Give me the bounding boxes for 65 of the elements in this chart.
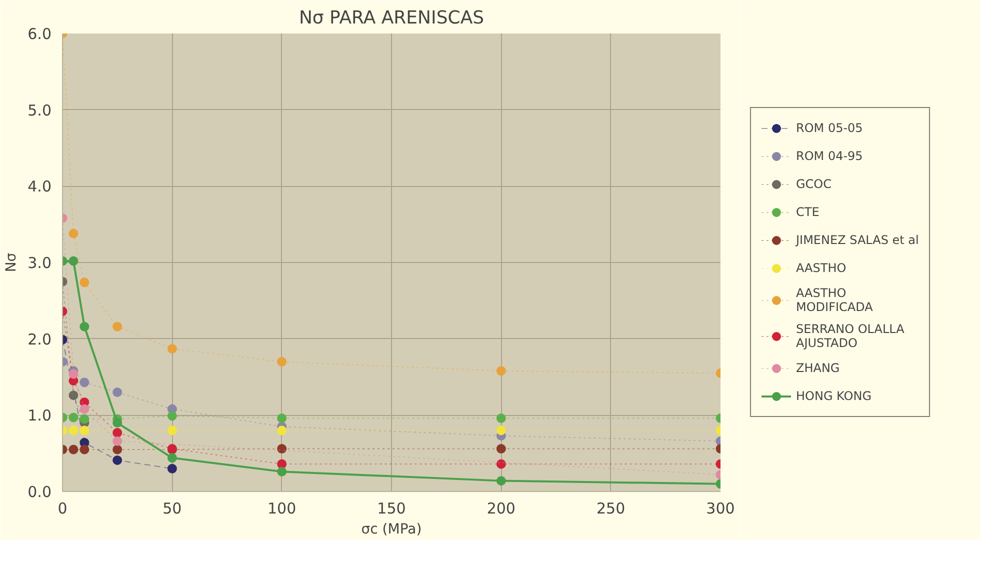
y-tick-label: 6.0	[28, 25, 52, 43]
legend-label: AASTHO	[796, 261, 846, 275]
point	[496, 366, 506, 376]
point	[68, 256, 78, 266]
point	[68, 444, 78, 454]
x-tick-label: 200	[486, 500, 516, 518]
point	[496, 426, 506, 436]
x-tick-label: 50	[162, 500, 182, 518]
y-tick-label: 4.0	[28, 178, 52, 196]
point	[167, 426, 177, 436]
point	[68, 426, 78, 436]
x-tick-label: 100	[268, 500, 296, 518]
y-tick-label: 0.0	[28, 483, 52, 501]
point	[167, 453, 177, 463]
legend-label: AASTHO MODIFICADA	[796, 286, 873, 314]
point	[112, 322, 122, 332]
y-tick-label: 3.0	[28, 254, 52, 272]
point	[167, 344, 177, 354]
point	[68, 412, 78, 422]
point	[80, 414, 90, 424]
point	[496, 413, 506, 423]
point	[112, 388, 122, 398]
point	[112, 428, 122, 438]
x-tick-label: 150	[377, 500, 406, 518]
point	[80, 322, 90, 332]
y-tick-label: 2.0	[28, 330, 52, 348]
point	[112, 436, 122, 446]
point	[68, 228, 78, 238]
legend-label: GCOC	[796, 177, 832, 191]
point	[167, 411, 177, 421]
point	[496, 444, 506, 454]
y-tick-label: 5.0	[28, 101, 52, 120]
point	[496, 459, 506, 469]
point	[112, 444, 122, 454]
y-axis-title: Nσ	[4, 252, 20, 272]
x-tick-label: 250	[596, 500, 626, 518]
point	[277, 356, 287, 366]
x-axis-title: σc (MPa)	[361, 522, 422, 538]
point	[112, 455, 122, 465]
legend-label: HONG KONG	[796, 389, 872, 403]
x-tick-label: 300	[706, 500, 735, 518]
point	[80, 378, 90, 388]
legend-label: ROM 05-05	[796, 121, 863, 135]
point	[277, 444, 287, 454]
y-tick-label: 1.0	[28, 406, 52, 425]
chart-title: Nσ PARA ARENISCAS	[298, 8, 484, 28]
legend-label: SERRANO OLALLA AJUSTADO	[796, 322, 904, 350]
point	[277, 426, 287, 436]
point	[277, 413, 287, 423]
point	[80, 426, 90, 436]
legend-label: CTE	[796, 205, 820, 219]
point	[68, 390, 78, 400]
point	[277, 459, 287, 469]
legend-label: ROM 04-95	[796, 149, 863, 163]
x-tick-label: 0	[58, 500, 68, 518]
point	[80, 404, 90, 414]
point	[80, 278, 90, 288]
point	[112, 418, 122, 428]
point	[68, 369, 78, 379]
legend-label: JIMENEZ SALAS et al	[796, 233, 919, 247]
legend-label: ZHANG	[796, 361, 840, 375]
point	[277, 466, 287, 476]
point	[167, 464, 177, 474]
point	[80, 444, 90, 454]
point	[496, 476, 506, 486]
